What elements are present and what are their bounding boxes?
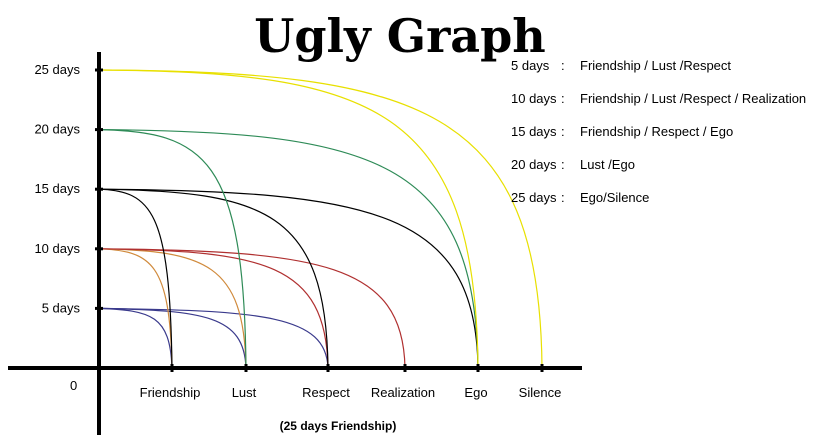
x-tick-label: Realization: [371, 385, 435, 400]
legend-days: 10 days: [511, 91, 557, 106]
y-tick-label: 25 days: [34, 62, 80, 77]
series-curve: [98, 129, 247, 369]
series-curve: [98, 248, 406, 369]
series-curve: [98, 188, 173, 369]
chart-caption: (25 days Friendship): [280, 419, 397, 433]
series-curve: [98, 248, 173, 369]
y-tick-label: 15 days: [34, 181, 80, 196]
legend-items: Friendship / Respect / Ego: [580, 124, 733, 139]
legend-days: 25 days: [511, 190, 557, 205]
legend-separator: :: [561, 58, 565, 73]
series-curve: [98, 188, 479, 369]
x-ticks-group: Friendship Lust Respect Realization Ego Silen…: [140, 364, 562, 400]
legend-items: Friendship / Lust /Respect / Realization: [580, 91, 806, 106]
series-curve: [98, 69, 479, 369]
x-tick-label: Friendship: [140, 385, 201, 400]
x-tick-label: Silence: [519, 385, 562, 400]
legend-days: 20 days: [511, 157, 557, 172]
origin-label: 0: [70, 378, 77, 393]
y-tick-label: 20 days: [34, 122, 80, 137]
legend-separator: :: [561, 190, 565, 205]
x-tick-label: Ego: [464, 385, 487, 400]
x-tick-label: Respect: [302, 385, 350, 400]
chart-title: Ugly Graph: [254, 9, 545, 63]
curves-group: [98, 69, 543, 369]
legend-days: 5 days: [511, 58, 550, 73]
series-curve: [98, 69, 543, 369]
legend-items: Ego/Silence: [580, 190, 649, 205]
y-ticks-group: 5 days 10 days 15 days 20 days 25 days: [34, 62, 103, 315]
legend-separator: :: [561, 157, 565, 172]
series-curve: [98, 188, 329, 369]
y-tick-label: 10 days: [34, 241, 80, 256]
series-curve: [98, 307, 173, 369]
series-curve: [98, 129, 479, 369]
y-tick-label: 5 days: [42, 300, 81, 315]
series-curve: [98, 307, 329, 369]
legend-items: Friendship / Lust /Respect: [580, 58, 731, 73]
series-curve: [98, 248, 247, 369]
legend-separator: :: [561, 124, 565, 139]
x-tick-label: Lust: [232, 385, 257, 400]
legend-days: 15 days: [511, 124, 557, 139]
legend-group: 5 days: Friendship / Lust /Respect 10 days…: [511, 58, 806, 205]
series-curve: [98, 307, 247, 369]
legend-items: Lust /Ego: [580, 157, 635, 172]
legend-separator: :: [561, 91, 565, 106]
